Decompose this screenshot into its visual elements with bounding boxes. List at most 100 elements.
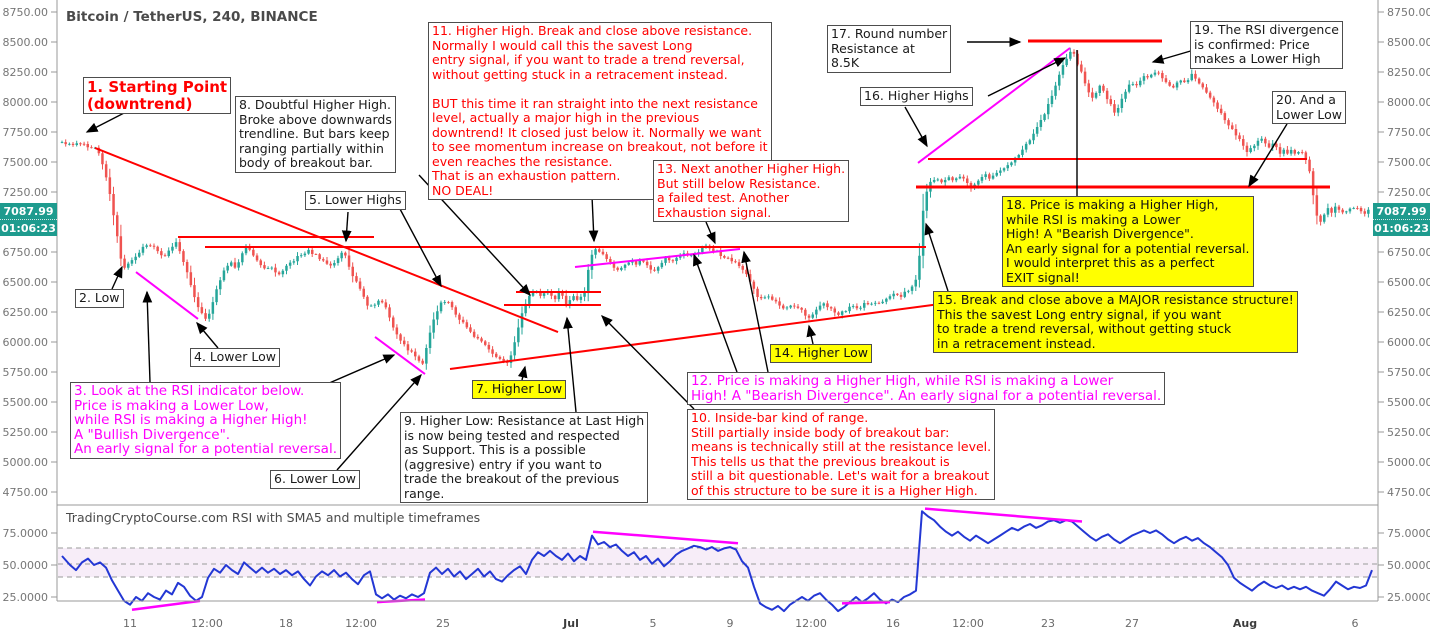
pointer-arrow-20 [987, 57, 1067, 97]
price-axis-label: 6500.00 [1387, 275, 1430, 289]
price-axis-label: 7500.00 [2, 155, 49, 169]
rsi-low-flat-2[interactable] [841, 600, 891, 605]
last-price-value: 7087.99 [1376, 204, 1427, 218]
pointer-arrow-23 [1248, 123, 1288, 188]
chart-frame [51, 0, 1384, 602]
price-axis-label: 75.0000 [2, 526, 49, 540]
pointer-arrow-17 [806, 324, 817, 345]
price-axis-label: 6000.00 [1387, 335, 1430, 349]
lower-low-price[interactable] [374, 336, 426, 375]
price-axis-label: 6250.00 [2, 305, 49, 319]
price-axis-label: 5500.00 [1387, 395, 1430, 409]
higher-highs-line[interactable] [917, 47, 1071, 164]
price-axis-label: 8000.00 [1387, 95, 1430, 109]
annotation-box-2[interactable]: 2. Low [75, 289, 124, 308]
time-axis-label: 25 [436, 617, 450, 630]
price-axis-label: 5250.00 [1387, 425, 1430, 439]
time-axis-label: 27 [1125, 617, 1139, 630]
rsi-higher-high[interactable] [131, 599, 201, 612]
pointer-arrow-19 [904, 106, 928, 148]
pointer-arrow-12 [705, 221, 716, 245]
pointer-arrow-4 [326, 354, 396, 385]
annotation-box-17[interactable]: 17. Round number Resistance at 8.5K [827, 25, 952, 73]
price-axis-label: 50.0000 [1387, 558, 1430, 572]
bearish-divergence-price[interactable] [574, 248, 741, 268]
time-axis-label: 12:00 [795, 617, 827, 630]
rising-support[interactable] [449, 302, 941, 370]
annotation-box-6[interactable]: 6. Lower Low [270, 470, 360, 489]
price-axis-label: 8250.00 [2, 65, 49, 79]
rsi-indicator-title[interactable]: TradingCryptoCourse.com RSI with SMA5 an… [66, 510, 481, 525]
annotation-box-10[interactable]: 10. Inside-bar kind of range. Still part… [687, 409, 996, 500]
bar-countdown: 01:06:23 [1373, 219, 1430, 236]
price-axis-label: 75.0000 [1387, 526, 1430, 540]
price-axis-label: 6500.00 [2, 275, 49, 289]
pointer-arrow-9 [517, 365, 528, 381]
pointer-arrow-3 [142, 290, 153, 383]
time-axis-label: 12:00 [345, 617, 377, 630]
time-axis-label: 18 [279, 617, 293, 630]
time-axis-label: 5 [649, 617, 657, 630]
price-axis-label: 6750.00 [1387, 245, 1430, 259]
price-axis-label: 7500.00 [1387, 155, 1430, 169]
price-axis-label: 5250.00 [2, 425, 49, 439]
price-axis-label: 8750.00 [2, 5, 49, 19]
price-axis-label: 8250.00 [1387, 65, 1430, 79]
price-axis-label: 5500.00 [2, 395, 49, 409]
bar-countdown: 01:06:23 [0, 219, 57, 236]
price-axis-label: 50.0000 [2, 558, 49, 572]
last-price-badge-left: 7087.99 01:06:23 [0, 203, 57, 236]
annotation-box-15[interactable]: 15. Break and close above a MAJOR resist… [933, 291, 1298, 353]
annotation-box-14[interactable]: 14. Higher Low [770, 344, 873, 363]
annotation-box-3[interactable]: 3. Look at the RSI indicator below. Pric… [70, 382, 341, 459]
candlestick-series [60, 47, 1370, 370]
pointer-arrow-2 [111, 265, 123, 290]
price-axis-label: 6250.00 [1387, 305, 1430, 319]
pointer-arrow-6 [341, 211, 352, 243]
pointer-arrow-11 [588, 195, 599, 243]
time-axis-label: 12:00 [191, 617, 223, 630]
price-axis-label: 7250.00 [2, 185, 49, 199]
pointer-arrow-16 [601, 315, 695, 410]
annotation-box-13[interactable]: 13. Next another Higher High. But still … [653, 160, 850, 222]
rsi-lower-high-2[interactable] [924, 507, 1083, 523]
price-axis-label: 5750.00 [2, 365, 49, 379]
price-axis-label: 5000.00 [2, 455, 49, 469]
trendline-drawings[interactable] [94, 39, 1330, 375]
downtrend-line[interactable] [94, 147, 559, 333]
annotation-box-12[interactable]: 12. Price is making a Higher High, while… [687, 372, 1166, 405]
price-axis-label: 5000.00 [1387, 455, 1430, 469]
pointer-arrow-15 [563, 316, 577, 413]
annotation-box-18[interactable]: 18. Price is making a Higher High, while… [1002, 196, 1254, 287]
price-axis-label: 25.0000 [2, 590, 49, 604]
last-price-badge-right: 7087.99 01:06:23 [1373, 203, 1430, 236]
rsi-lower-high[interactable] [592, 530, 739, 545]
bullish-divergence-price[interactable] [135, 271, 199, 320]
annotation-box-16[interactable]: 16. Higher Highs [860, 87, 973, 106]
annotation-box-1[interactable]: 1. Starting Point (downtrend) [83, 77, 232, 114]
price-axis-label: 8500.00 [1387, 35, 1430, 49]
annotation-box-20[interactable]: 20. And a Lower Low [1272, 91, 1347, 124]
price-axis-label: 7250.00 [1387, 185, 1430, 199]
symbol-title[interactable]: Bitcoin / TetherUS, 240, BINANCE [66, 9, 318, 25]
price-axis-label: 4750.00 [2, 485, 49, 499]
annotation-box-7[interactable]: 7. Higher Low [472, 380, 567, 399]
price-axis-label: 8500.00 [2, 35, 49, 49]
annotation-box-4[interactable]: 4. Lower Low [190, 348, 280, 367]
time-axis-label: 9 [726, 617, 734, 630]
time-axis-label: 6 [1351, 617, 1359, 630]
price-axis-label: 5750.00 [1387, 365, 1430, 379]
annotation-box-9[interactable]: 9. Higher Low: Resistance at Last High i… [400, 412, 649, 503]
price-axis-label: 6000.00 [2, 335, 49, 349]
price-axis-label: 25.0000 [1387, 590, 1430, 604]
annotation-box-8[interactable]: 8. Doubtful Higher High. Broke above dow… [235, 96, 396, 173]
annotation-box-5[interactable]: 5. Lower Highs [305, 191, 406, 210]
annotation-box-19[interactable]: 19. The RSI divergence is confirmed: Pri… [1190, 21, 1343, 69]
time-axis-label: Jul [563, 617, 579, 630]
pointer-arrow-7 [399, 208, 442, 288]
rsi-line-series [61, 507, 1373, 613]
time-axis-label: 11 [123, 617, 137, 630]
pointer-arrow-8 [336, 373, 422, 471]
time-axis-label: 12:00 [952, 617, 984, 630]
